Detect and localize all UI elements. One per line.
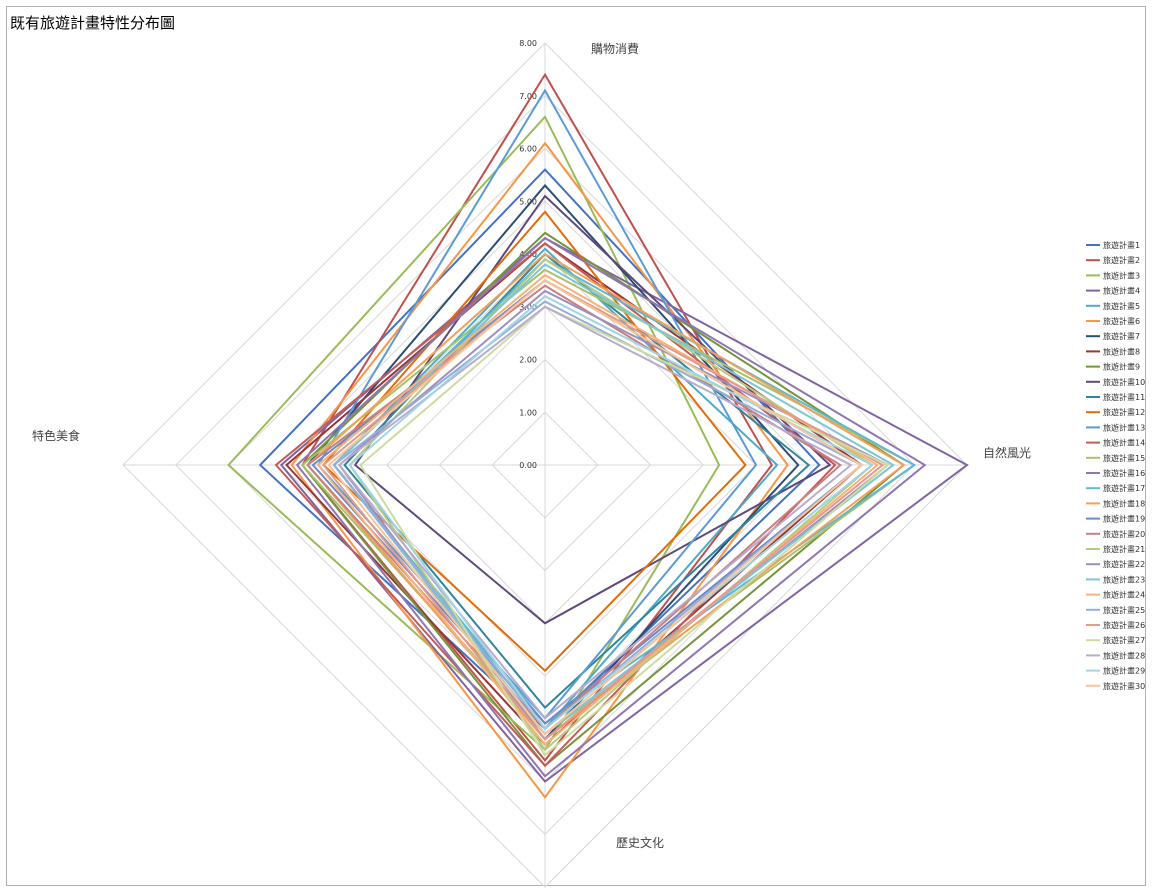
tick-label: 0.00 bbox=[519, 461, 537, 470]
series-line-29 bbox=[348, 295, 874, 731]
series-line-30 bbox=[327, 279, 864, 736]
legend[interactable]: 旅遊計畫1 旅遊計畫2 旅遊計畫3 旅遊計畫4 旅遊計畫5 旅遊計畫6 旅遊計畫7 旅遊計畫8… bbox=[1086, 240, 1145, 691]
legend-label: 旅遊計畫20 bbox=[1103, 529, 1145, 539]
axis-label-0: 購物消費 bbox=[591, 41, 639, 56]
tick-label: 6.00 bbox=[519, 145, 537, 154]
legend-item-29[interactable]: 旅遊計畫29 bbox=[1086, 666, 1145, 676]
tick-label: 5.00 bbox=[519, 197, 537, 206]
legend-item-3[interactable]: 旅遊計畫3 bbox=[1086, 270, 1140, 280]
tick-label: 7.00 bbox=[519, 92, 537, 101]
legend-label: 旅遊計畫29 bbox=[1103, 666, 1145, 676]
legend-label: 旅遊計畫25 bbox=[1103, 605, 1145, 615]
legend-label: 旅遊計畫16 bbox=[1103, 468, 1145, 478]
chart-title: 既有旅遊計畫特性分布圖 bbox=[10, 14, 176, 32]
legend-item-8[interactable]: 旅遊計畫8 bbox=[1086, 346, 1140, 356]
legend-item-23[interactable]: 旅遊計畫23 bbox=[1086, 574, 1145, 584]
legend-item-30[interactable]: 旅遊計畫30 bbox=[1086, 681, 1145, 691]
legend-label: 旅遊計畫7 bbox=[1103, 331, 1140, 341]
chart-frame bbox=[6, 6, 1146, 886]
legend-item-4[interactable]: 旅遊計畫4 bbox=[1086, 286, 1140, 296]
legend-item-12[interactable]: 旅遊計畫12 bbox=[1086, 407, 1145, 417]
legend-label: 旅遊計畫3 bbox=[1103, 270, 1140, 280]
legend-label: 旅遊計畫8 bbox=[1103, 346, 1140, 356]
legend-item-28[interactable]: 旅遊計畫28 bbox=[1086, 650, 1145, 660]
series-line-10 bbox=[353, 194, 832, 625]
legend-label: 旅遊計畫30 bbox=[1103, 681, 1145, 691]
legend-label: 旅遊計畫19 bbox=[1103, 514, 1145, 524]
legend-item-14[interactable]: 旅遊計畫14 bbox=[1086, 438, 1145, 448]
legend-label: 旅遊計畫17 bbox=[1103, 483, 1145, 493]
legend-label: 旅遊計畫14 bbox=[1103, 438, 1145, 448]
legend-label: 旅遊計畫21 bbox=[1103, 544, 1145, 554]
legend-label: 旅遊計畫6 bbox=[1103, 316, 1140, 326]
series-line-28 bbox=[337, 305, 853, 720]
series-line-6 bbox=[290, 141, 789, 799]
legend-label: 旅遊計畫22 bbox=[1103, 559, 1145, 569]
legend-label: 旅遊計畫23 bbox=[1103, 574, 1145, 584]
legend-label: 旅遊計畫28 bbox=[1103, 650, 1145, 660]
legend-label: 旅遊計畫26 bbox=[1103, 620, 1145, 630]
series-line-16 bbox=[295, 236, 927, 778]
series-group bbox=[227, 72, 969, 799]
legend-item-7[interactable]: 旅遊計畫7 bbox=[1086, 331, 1140, 341]
series-line-14 bbox=[274, 242, 837, 768]
legend-label: 旅遊計畫18 bbox=[1103, 498, 1145, 508]
series-line-12 bbox=[322, 210, 747, 673]
tick-label: 2.00 bbox=[519, 356, 537, 365]
legend-item-22[interactable]: 旅遊計畫22 bbox=[1086, 559, 1145, 569]
legend-label: 旅遊計畫11 bbox=[1103, 392, 1145, 402]
legend-item-27[interactable]: 旅遊計畫27 bbox=[1086, 635, 1145, 645]
legend-item-17[interactable]: 旅遊計畫17 bbox=[1086, 483, 1145, 493]
legend-label: 旅遊計畫4 bbox=[1103, 286, 1140, 296]
legend-label: 旅遊計畫24 bbox=[1103, 590, 1145, 600]
series-line-8 bbox=[285, 242, 864, 746]
axis-label-1: 自然風光 bbox=[983, 445, 1031, 460]
legend-label: 旅遊計畫12 bbox=[1103, 407, 1145, 417]
axis-label-3: 特色美食 bbox=[32, 428, 80, 443]
series-line-26 bbox=[322, 279, 885, 741]
legend-item-26[interactable]: 旅遊計畫26 bbox=[1086, 620, 1145, 630]
series-line-19 bbox=[311, 279, 864, 725]
legend-item-10[interactable]: 旅遊計畫10 bbox=[1086, 377, 1145, 387]
legend-item-6[interactable]: 旅遊計畫6 bbox=[1086, 316, 1140, 326]
series-line-2 bbox=[301, 72, 774, 763]
legend-item-16[interactable]: 旅遊計畫16 bbox=[1086, 468, 1145, 478]
legend-label: 旅遊計畫1 bbox=[1103, 240, 1140, 250]
legend-label: 旅遊計畫15 bbox=[1103, 453, 1145, 463]
legend-item-9[interactable]: 旅遊計畫9 bbox=[1086, 362, 1140, 372]
legend-item-15[interactable]: 旅遊計畫15 bbox=[1086, 453, 1145, 463]
legend-item-2[interactable]: 旅遊計畫2 bbox=[1086, 255, 1140, 265]
legend-item-1[interactable]: 旅遊計畫1 bbox=[1086, 240, 1140, 250]
legend-label: 旅遊計畫5 bbox=[1103, 301, 1140, 311]
legend-item-20[interactable]: 旅遊計畫20 bbox=[1086, 529, 1145, 539]
legend-label: 旅遊計畫9 bbox=[1103, 362, 1140, 372]
legend-item-25[interactable]: 旅遊計畫25 bbox=[1086, 605, 1145, 615]
legend-label: 旅遊計畫27 bbox=[1103, 635, 1145, 645]
legend-label: 旅遊計畫13 bbox=[1103, 422, 1145, 432]
tick-label: 8.00 bbox=[519, 39, 537, 48]
legend-item-19[interactable]: 旅遊計畫19 bbox=[1086, 514, 1145, 524]
series-line-27 bbox=[359, 305, 890, 757]
series-line-21 bbox=[348, 257, 874, 752]
legend-label: 旅遊計畫10 bbox=[1103, 377, 1145, 387]
tick-label: 1.00 bbox=[519, 408, 537, 417]
legend-label: 旅遊計畫2 bbox=[1103, 255, 1140, 265]
tick-label: 3.00 bbox=[519, 303, 537, 312]
legend-item-13[interactable]: 旅遊計畫13 bbox=[1086, 422, 1145, 432]
axis-label-2: 歷史文化 bbox=[616, 835, 664, 850]
legend-item-21[interactable]: 旅遊計畫21 bbox=[1086, 544, 1145, 554]
legend-item-18[interactable]: 旅遊計畫18 bbox=[1086, 498, 1145, 508]
legend-item-24[interactable]: 旅遊計畫24 bbox=[1086, 590, 1145, 600]
legend-item-11[interactable]: 旅遊計畫11 bbox=[1086, 392, 1145, 402]
legend-item-5[interactable]: 旅遊計畫5 bbox=[1086, 301, 1140, 311]
